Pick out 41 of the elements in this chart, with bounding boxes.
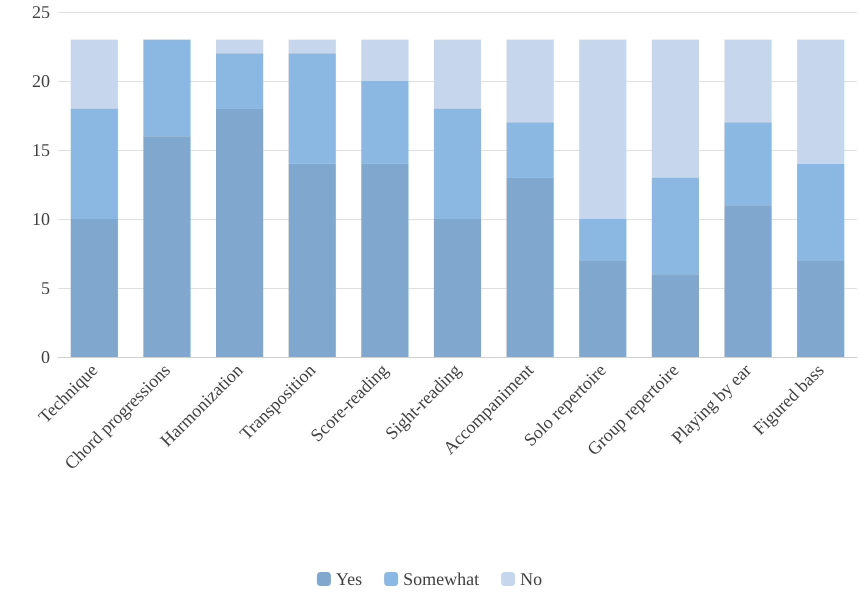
bar — [70, 40, 118, 109]
bar — [216, 53, 264, 109]
bar — [652, 178, 700, 274]
bar — [434, 40, 482, 109]
bar — [288, 40, 336, 54]
bar — [506, 122, 554, 178]
bar — [288, 53, 336, 164]
bar — [797, 40, 844, 164]
y-tick-label: 0 — [41, 347, 50, 367]
bar — [361, 81, 408, 164]
bar — [70, 108, 118, 219]
bar — [579, 40, 626, 219]
bar — [724, 40, 772, 122]
legend-label: No — [520, 569, 542, 589]
bar — [434, 108, 482, 219]
bar — [724, 205, 772, 357]
bar — [216, 40, 264, 54]
bar — [143, 136, 191, 357]
bar — [579, 260, 626, 357]
legend-label: Somewhat — [403, 569, 480, 589]
bar — [361, 164, 408, 357]
bar — [143, 40, 191, 136]
bar — [652, 274, 700, 357]
bar — [797, 260, 844, 357]
bar — [506, 40, 554, 122]
bar — [797, 164, 844, 260]
bar — [216, 108, 264, 357]
y-tick-label: 15 — [32, 140, 50, 160]
y-tick-label: 10 — [32, 209, 50, 229]
bar — [652, 40, 700, 178]
y-tick-label: 20 — [32, 71, 50, 91]
bar — [434, 219, 482, 357]
bar — [724, 122, 772, 206]
bar — [288, 164, 336, 357]
bar — [70, 219, 118, 357]
bar — [361, 40, 408, 81]
legend-label: Yes — [336, 569, 362, 589]
y-tick-label: 5 — [41, 278, 50, 298]
bar — [506, 178, 554, 357]
bar — [579, 219, 626, 260]
y-tick-label: 25 — [32, 2, 50, 22]
